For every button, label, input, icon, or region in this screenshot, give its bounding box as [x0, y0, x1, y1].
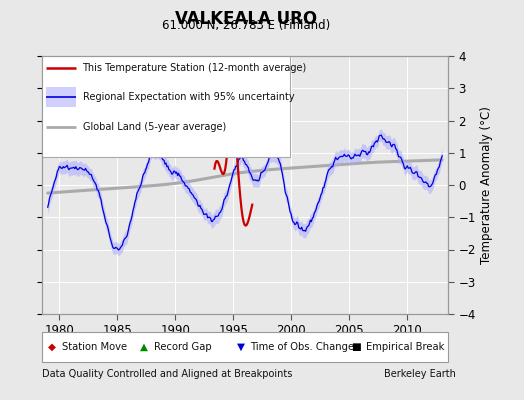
Text: ▼: ▼ [237, 342, 245, 352]
FancyBboxPatch shape [46, 88, 77, 107]
Text: This Temperature Station (12-month average): This Temperature Station (12-month avera… [83, 63, 307, 73]
Text: 61.000 N, 26.783 E (Finland): 61.000 N, 26.783 E (Finland) [162, 19, 331, 32]
Text: Data Quality Controlled and Aligned at Breakpoints: Data Quality Controlled and Aligned at B… [42, 369, 292, 379]
Text: ▲: ▲ [140, 342, 148, 352]
Text: Station Move: Station Move [62, 342, 127, 352]
Y-axis label: Temperature Anomaly (°C): Temperature Anomaly (°C) [480, 106, 493, 264]
Text: ■: ■ [352, 342, 361, 352]
Text: Time of Obs. Change: Time of Obs. Change [250, 342, 355, 352]
Text: Regional Expectation with 95% uncertainty: Regional Expectation with 95% uncertaint… [83, 92, 294, 102]
FancyBboxPatch shape [39, 56, 290, 157]
Text: Berkeley Earth: Berkeley Earth [384, 369, 456, 379]
Text: Record Gap: Record Gap [154, 342, 211, 352]
Text: Global Land (5-year average): Global Land (5-year average) [83, 122, 226, 132]
Text: Empirical Break: Empirical Break [366, 342, 444, 352]
Text: VALKEALA URO: VALKEALA URO [175, 10, 318, 28]
Text: ◆: ◆ [48, 342, 57, 352]
